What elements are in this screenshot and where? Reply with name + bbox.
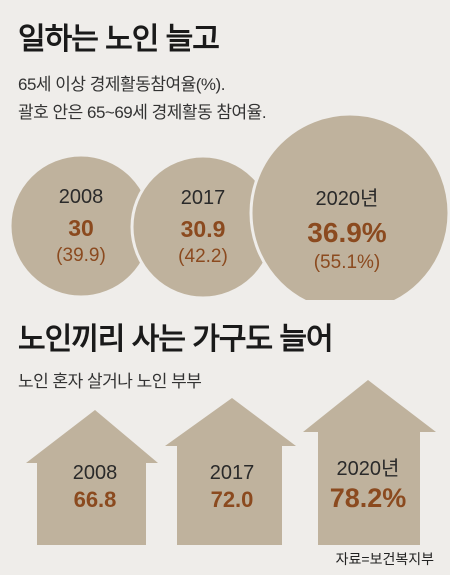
house-2020-labels: 2020년 78.2% [330, 452, 407, 514]
house-2017-labels: 2017 72.0 [210, 462, 255, 513]
section2-title: 노인끼리 사는 가구도 늘어 [18, 323, 334, 356]
house-value-label: 72.0 [210, 487, 254, 512]
section1-subtitle-line1: 65세 이상 경제활동참여율(%). [18, 75, 225, 94]
house-value-label: 78.2% [329, 483, 407, 513]
circle-2017-labels: 2017 30.9 (42.2) [178, 187, 228, 268]
house-year-label: 2008 [72, 462, 118, 484]
circle-secondary-label: (55.1%) [313, 252, 381, 273]
house-value-label: 66.8 [73, 487, 117, 512]
circle-value-label: 36.9% [307, 217, 387, 248]
circle-year-label: 2008 [58, 186, 104, 208]
circle-2008-labels: 2008 30 (39.9) [56, 186, 106, 267]
source-note: 자료=보건복지부 [335, 551, 434, 567]
section2-subtitle: 노인 혼자 살거나 노인 부부 [18, 372, 202, 391]
house-year-label: 2017 [209, 462, 255, 484]
circle-2020-labels: 2020년 36.9% (55.1%) [307, 182, 386, 274]
circle-2020 [249, 112, 450, 300]
circle-value-label: 30 [68, 215, 94, 241]
circle-value-label: 30.9 [180, 216, 226, 242]
circle-secondary-label: (39.9) [56, 245, 106, 266]
circle-secondary-label: (42.2) [178, 246, 228, 267]
circle-year-label: 2017 [180, 187, 226, 209]
circle-chart [8, 112, 450, 300]
house-2008-labels: 2008 66.8 [73, 462, 118, 513]
circle-year-label: 2020년 [315, 188, 379, 210]
house-year-label: 2020년 [336, 458, 400, 480]
section1-subtitle-line2: 괄호 안은 65~69세 경제활동 참여율. [18, 103, 267, 122]
section1-title: 일하는 노인 늘고 [18, 23, 220, 56]
